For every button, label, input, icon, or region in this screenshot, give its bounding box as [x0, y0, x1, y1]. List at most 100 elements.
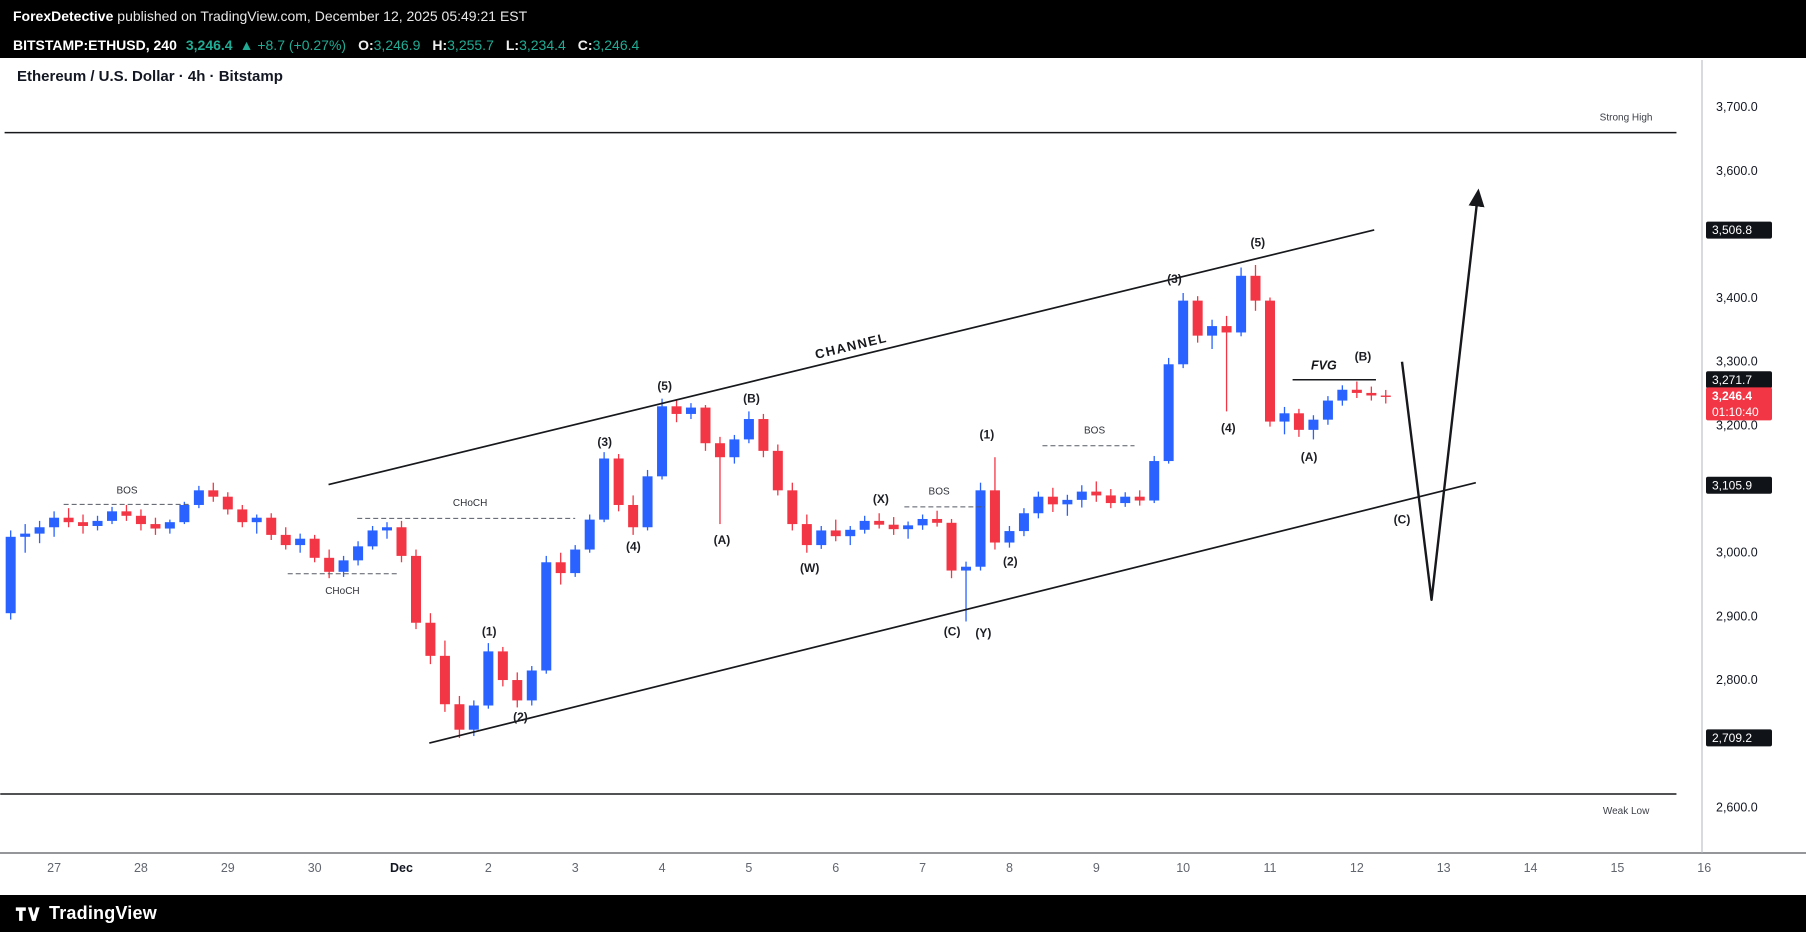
wave-label: (1) [980, 427, 995, 441]
time-tick-label: 27 [47, 861, 61, 875]
candle [381, 522, 392, 539]
time-tick-label: 3 [572, 861, 579, 875]
chart-legend-title[interactable]: Ethereum / U.S. Dollar · 4h · Bitstamp [17, 68, 283, 85]
candle [1293, 408, 1304, 437]
candle [367, 525, 378, 550]
candle [1279, 406, 1290, 435]
candle [555, 552, 566, 585]
candle [1004, 525, 1015, 548]
candle [280, 527, 291, 550]
candle [121, 504, 132, 521]
candle [237, 504, 248, 528]
candle [483, 643, 494, 709]
wave-label: (2) [1003, 555, 1018, 569]
candle [903, 521, 914, 539]
wave-label: (5) [657, 379, 672, 393]
bar-countdown: 01:10:40 [1712, 405, 1759, 419]
high-value: H:3,255.7 [432, 37, 494, 53]
symbol-bar: BITSTAMP:ETHUSD, 240 3,246.4 ▲ +8.7 (+0.… [0, 32, 1806, 58]
price-tick-label: 2,900.0 [1716, 609, 1758, 623]
candle [613, 454, 624, 512]
price-tick-label: 3,300.0 [1716, 355, 1758, 369]
close-value: C:3,246.4 [577, 37, 640, 53]
tradingview-wordmark[interactable]: TradingView [49, 903, 157, 923]
candle [671, 399, 682, 423]
candle [135, 509, 146, 531]
wave-label: (5) [1251, 236, 1266, 250]
candle [439, 640, 450, 712]
candle [1178, 292, 1189, 369]
wave-label: (W) [800, 561, 819, 575]
candle [1366, 386, 1377, 401]
structure-label: BOS [1084, 425, 1105, 436]
candle [353, 541, 364, 566]
candle [830, 519, 841, 542]
price-tick-label: 3,200.0 [1716, 418, 1758, 432]
tradingview-logo-icon[interactable] [15, 904, 40, 924]
candle [874, 513, 885, 529]
time-tick-label: 9 [1093, 861, 1100, 875]
candle [222, 492, 233, 515]
price-tick-label: 2,800.0 [1716, 673, 1758, 687]
time-tick-label: Dec [390, 861, 413, 875]
price-level-badge-value: 3,271.7 [1712, 373, 1752, 387]
wave-label: (1) [482, 625, 497, 639]
projection-arrow [1400, 188, 1485, 602]
candle [150, 517, 161, 535]
candle [1207, 319, 1218, 350]
candle [758, 413, 769, 458]
price-tick-label: 3,700.0 [1716, 100, 1758, 114]
candle [685, 403, 696, 420]
time-tick-label: 10 [1176, 861, 1190, 875]
candle [1163, 357, 1174, 464]
candle [107, 506, 118, 525]
last-price-badge-value: 3,246.4 [1712, 389, 1752, 403]
time-tick-label: 8 [1006, 861, 1013, 875]
candle [1192, 296, 1203, 343]
candle [801, 514, 812, 553]
candle [1047, 487, 1058, 512]
price-tick-label: 2,600.0 [1716, 800, 1758, 814]
time-tick-label: 29 [221, 861, 235, 875]
time-tick-label: 13 [1437, 861, 1451, 875]
wave-label: (A) [714, 533, 731, 547]
time-tick-label: 16 [1697, 861, 1711, 875]
candle [1134, 490, 1145, 506]
wave-label: (2) [513, 710, 528, 724]
wave-label: (4) [1221, 421, 1236, 435]
time-tick-label: 11 [1264, 861, 1277, 875]
candle [975, 482, 986, 571]
candle [34, 520, 45, 544]
structure-label: CHoCH [325, 586, 359, 597]
low-value: L:3,234.4 [505, 37, 566, 53]
candle [526, 666, 537, 706]
symbol-name[interactable]: BITSTAMP:ETHUSD, 240 [13, 37, 177, 53]
candle [512, 672, 523, 708]
price-tick-label: 3,400.0 [1716, 291, 1758, 305]
candle [1322, 396, 1333, 425]
candle [193, 485, 204, 509]
candle [63, 508, 74, 528]
candle [92, 515, 103, 531]
strong-high-label: Strong High [1600, 112, 1653, 123]
candle [5, 530, 16, 620]
wave-label: (B) [1355, 350, 1372, 364]
candle [1308, 415, 1319, 440]
candle [295, 533, 306, 553]
wave-label: (4) [626, 539, 641, 553]
candle [454, 695, 465, 738]
candle [772, 444, 783, 496]
candle [888, 517, 899, 535]
candle [961, 561, 972, 622]
wave-label: (X) [873, 492, 889, 506]
author-name[interactable]: ForexDetective [13, 8, 114, 24]
structure-label: BOS [929, 487, 950, 498]
candle [1018, 508, 1029, 537]
wave-label: (3) [1167, 272, 1182, 286]
candle [1149, 455, 1160, 504]
candle [1236, 267, 1247, 337]
channel-bottom-line [429, 481, 1477, 744]
publish-bar: ForexDetective published on TradingView.… [0, 0, 1806, 32]
